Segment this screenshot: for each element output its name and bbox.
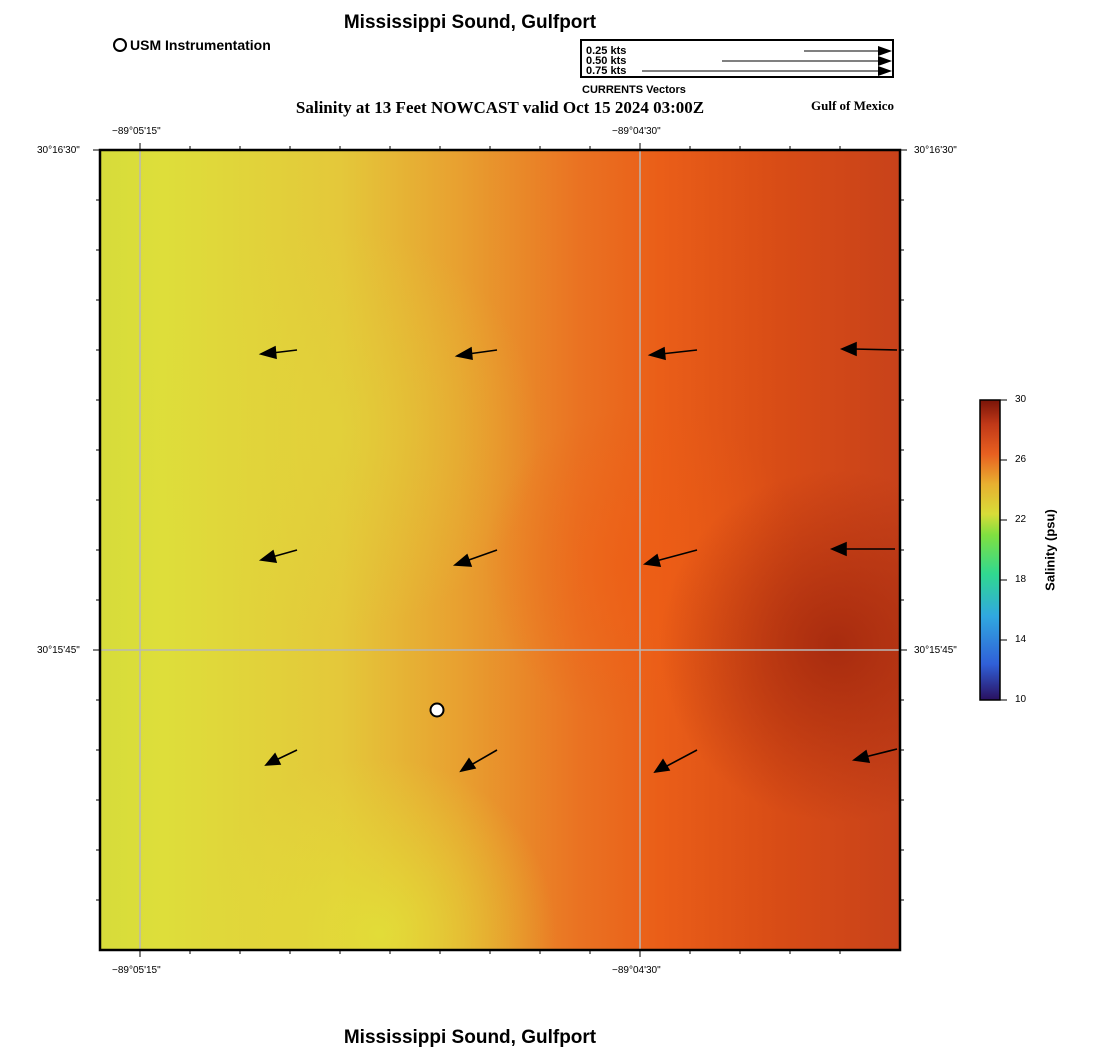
colorbar-tick-label: 22 [1015,514,1027,525]
current-arrow-icon [258,345,298,360]
colorbar-tick-label: 18 [1015,574,1027,585]
usm-station-marker[interactable] [429,702,445,718]
current-arrow-icon [642,549,698,567]
lat-label-left: 30°15'45" [37,645,80,656]
colorbar-label: Salinity (psu) [1042,509,1058,591]
arrow-icon [878,56,892,66]
frame-ticks [93,143,907,957]
lon-label-bottom: −89°05'15" [112,965,161,976]
vector-legend-caption: CURRENTS Vectors [582,84,686,96]
map-title-top: Mississippi Sound, Gulfport [343,12,597,33]
colorbar-tick-label: 26 [1015,454,1027,465]
lon-label-top: −89°04'30" [612,126,661,137]
current-arrow-icon [829,541,895,557]
colorbar [979,399,1001,701]
colorbar-tick-label: 14 [1015,634,1027,645]
current-arrow-icon [258,549,298,563]
colorbar-tick-label: 30 [1015,394,1027,405]
current-arrow-icon [459,749,498,773]
current-arrow-icon [452,549,498,567]
colorbar-tick-label: 10 [1015,694,1027,705]
lon-label-bottom: −89°04'30" [612,965,661,976]
current-arrow-icon [264,749,298,766]
vector-legend: 0.25 kts 0.50 kts 0.75 kts [580,39,894,78]
arrow-icon [878,46,892,56]
lat-label-right: 30°16'30" [914,145,957,156]
vector-legend-row: 0.50 kts [586,55,627,67]
station-marker-icon [113,38,127,52]
map-title-bottom: Mississippi Sound, Gulfport [343,1027,597,1048]
current-arrow-icon [454,346,498,360]
vector-legend-arrows [642,46,892,76]
station-legend: USM Instrumentation [113,37,271,53]
vector-legend-row: 0.75 kts [586,65,627,77]
arrow-icon [878,66,892,76]
current-arrow-icon [653,749,698,774]
current-arrow-icon [839,341,898,357]
colorbar-ticks [1000,399,1007,701]
lat-label-right: 30°15'45" [914,645,957,656]
current-vectors [258,341,898,774]
region-label: Gulf of Mexico [811,98,895,113]
current-arrow-icon [851,748,898,763]
lat-label-left: 30°16'30" [37,145,80,156]
lon-label-top: −89°05'15" [112,126,161,137]
map-subtitle: Salinity at 13 Feet NOWCAST valid Oct 15… [295,98,705,117]
station-legend-label: USM Instrumentation [130,37,271,53]
vector-legend-row: 0.25 kts [586,45,627,57]
graticule [100,150,900,950]
current-arrow-icon [647,346,698,361]
